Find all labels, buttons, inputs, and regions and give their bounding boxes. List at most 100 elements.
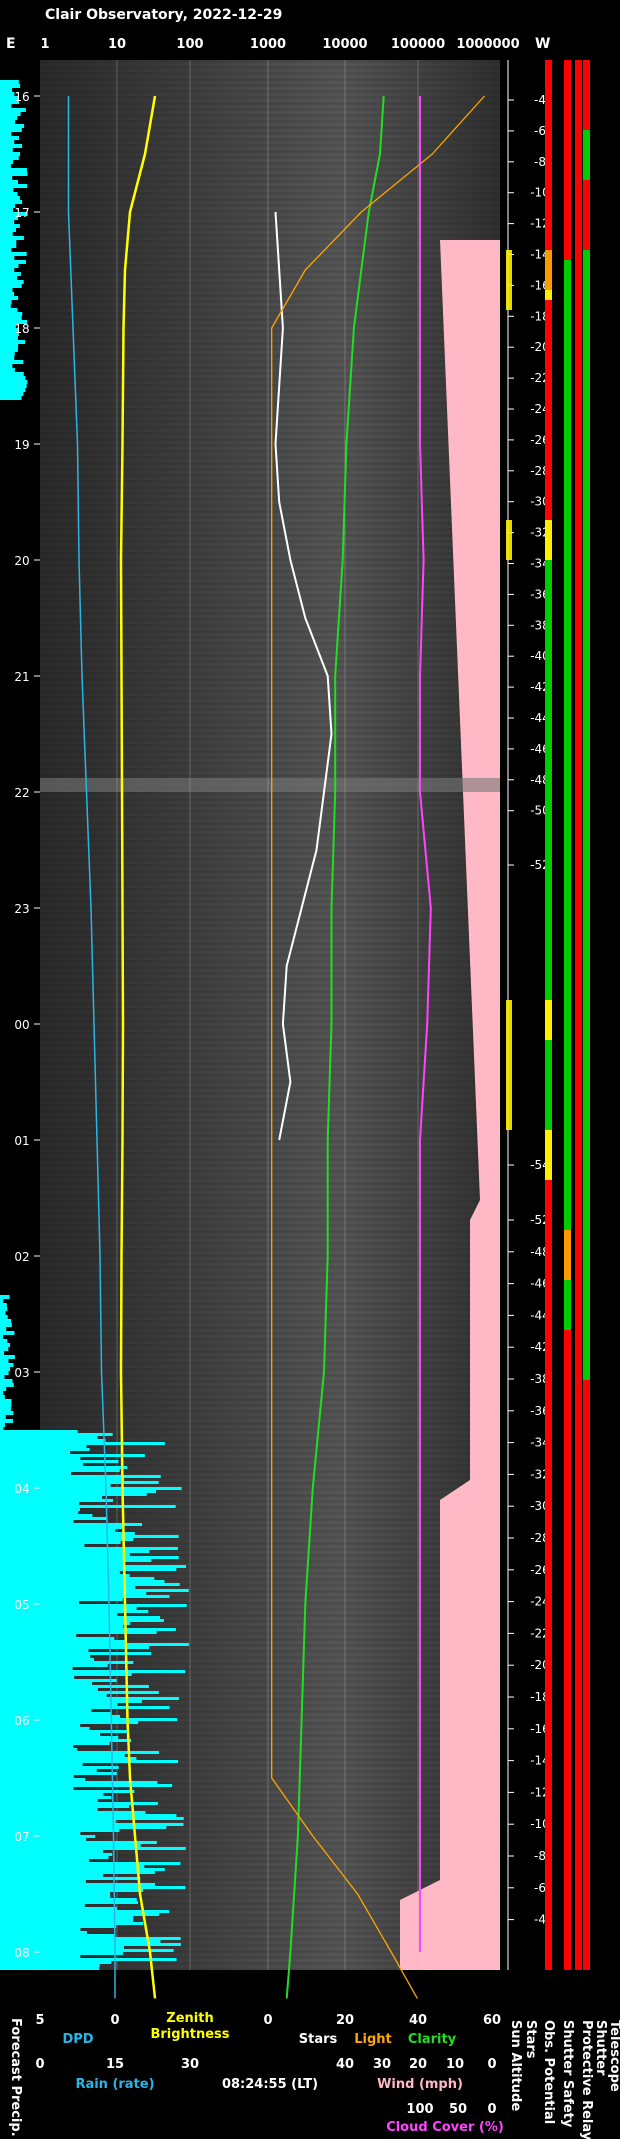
rain-bar bbox=[0, 1323, 12, 1327]
rain-bar bbox=[0, 1375, 5, 1379]
rain-bar bbox=[0, 1847, 186, 1850]
right-label-2: Obs. Potential bbox=[541, 2020, 556, 2124]
rain-bar bbox=[0, 1423, 6, 1427]
rain-bar bbox=[0, 1751, 159, 1754]
obs-potential-overlay-seg-6 bbox=[545, 1040, 552, 1130]
rain-bar bbox=[0, 1634, 77, 1637]
rain-bar bbox=[0, 1781, 158, 1784]
sun-tick-42: -16 bbox=[530, 1722, 550, 1736]
rain-bar bbox=[0, 1733, 101, 1736]
stars-label: Stars bbox=[299, 2032, 338, 2047]
rain-bar bbox=[0, 1526, 123, 1529]
rain-bar bbox=[0, 1907, 117, 1910]
rain-bar bbox=[0, 308, 18, 312]
rain-bar bbox=[0, 1351, 5, 1355]
rain-bar bbox=[0, 1484, 111, 1487]
obs-potential-overlay-seg-0 bbox=[545, 250, 552, 290]
rain-bar bbox=[0, 1766, 119, 1769]
rain-bar bbox=[0, 1829, 120, 1832]
time-axis: 16 17 18 19 20 21 22 23 00 01 02 03 04 05 06 07 08 bbox=[14, 90, 40, 1960]
rain-bar bbox=[0, 1589, 189, 1592]
sun-tick-12: -28 bbox=[530, 464, 550, 478]
rain-bar bbox=[0, 1793, 104, 1796]
rain-bar bbox=[0, 1727, 90, 1730]
time-tick-3: 19 bbox=[14, 438, 29, 452]
rain-bar bbox=[0, 1796, 112, 1799]
time-tick-4: 20 bbox=[14, 554, 29, 568]
rain-bar bbox=[0, 1739, 132, 1742]
rain-bar bbox=[0, 1844, 141, 1847]
rain-bar bbox=[0, 128, 22, 132]
rain-bar bbox=[0, 1565, 187, 1568]
rain-bar bbox=[0, 1538, 134, 1541]
rain-bar bbox=[0, 1547, 178, 1550]
rain-bar bbox=[0, 1505, 176, 1508]
stars-col-block-0 bbox=[506, 250, 512, 310]
rain-bar bbox=[0, 1880, 86, 1883]
rain-bar bbox=[0, 344, 19, 348]
rain-bar bbox=[0, 1502, 80, 1505]
rain-bar bbox=[0, 1508, 80, 1511]
rain-bar bbox=[0, 1553, 130, 1556]
rain-bar bbox=[0, 1571, 120, 1574]
rain-bar bbox=[0, 1475, 161, 1478]
rain-bar bbox=[0, 1469, 120, 1472]
rain-bar bbox=[0, 264, 19, 268]
right-label-5: Shutter bbox=[593, 2020, 608, 2076]
obs-potential-overlay-seg-2 bbox=[545, 520, 552, 560]
rain-bar bbox=[0, 1616, 161, 1619]
bottom-axes: 5 0 15 30 DPD Zenith Brightness 0 Rain (r… bbox=[35, 2011, 503, 2135]
rain-bar bbox=[0, 1865, 145, 1868]
rain-bar bbox=[0, 232, 13, 236]
sun-tick-17: -38 bbox=[530, 618, 550, 632]
sun-tick-40: -20 bbox=[530, 1658, 550, 1672]
rain-bar bbox=[0, 1625, 124, 1628]
rain-bar bbox=[0, 1583, 180, 1586]
rain-bar bbox=[0, 292, 15, 296]
sun-tick-43: -14 bbox=[530, 1754, 550, 1768]
rain-bar bbox=[0, 1775, 74, 1778]
rain-bar bbox=[0, 1895, 111, 1898]
rain-bar bbox=[0, 384, 27, 388]
sun-tick-20: -44 bbox=[530, 711, 550, 725]
rain-bar bbox=[0, 1339, 8, 1343]
rain-bar bbox=[0, 1433, 113, 1436]
rain-bar bbox=[0, 1586, 136, 1589]
sun-tick-11: -26 bbox=[530, 433, 550, 447]
sun-tick-35: -30 bbox=[530, 1499, 550, 1513]
rain-bar bbox=[0, 1311, 6, 1315]
rain-bar bbox=[0, 1676, 75, 1679]
rain-bar bbox=[0, 1299, 4, 1303]
rain-bar bbox=[0, 1856, 109, 1859]
rain-bar bbox=[0, 1778, 86, 1781]
rain-bar bbox=[0, 1307, 8, 1311]
sun-tick-41: -18 bbox=[530, 1690, 550, 1704]
cloud-tick-0: 100 bbox=[406, 2102, 433, 2117]
rain-bar bbox=[0, 388, 26, 392]
status-bars bbox=[545, 60, 590, 1970]
time-tick-13: 05 bbox=[14, 1598, 29, 1612]
rain-bar bbox=[0, 124, 25, 128]
rain-bar bbox=[0, 1395, 5, 1399]
obs-potential-overlay-seg-3 bbox=[545, 560, 552, 620]
light-line bbox=[271, 95, 485, 1999]
cloud-tick-1: 50 bbox=[449, 2102, 467, 2117]
rain-label: Rain (rate) bbox=[75, 2077, 154, 2092]
rain-bar bbox=[0, 1892, 111, 1895]
rain-bar bbox=[0, 324, 16, 328]
rain-bar bbox=[0, 108, 26, 112]
clarity-label: Clarity bbox=[408, 2032, 457, 2047]
rain-bar bbox=[0, 240, 17, 244]
rain-bar bbox=[0, 1961, 112, 1964]
rain-bar bbox=[0, 136, 19, 140]
rain-bar bbox=[0, 1481, 159, 1484]
sun-tick-29: -44 bbox=[530, 1308, 550, 1322]
rain-bar bbox=[0, 1529, 116, 1532]
rain-bar bbox=[0, 112, 21, 116]
rain-bar bbox=[0, 280, 24, 284]
rain-bar bbox=[0, 1706, 170, 1709]
rain-bar bbox=[0, 1511, 79, 1514]
rain-bar bbox=[0, 1940, 161, 1943]
rain-bar bbox=[0, 328, 18, 332]
dpd-label: DPD bbox=[62, 2032, 93, 2047]
